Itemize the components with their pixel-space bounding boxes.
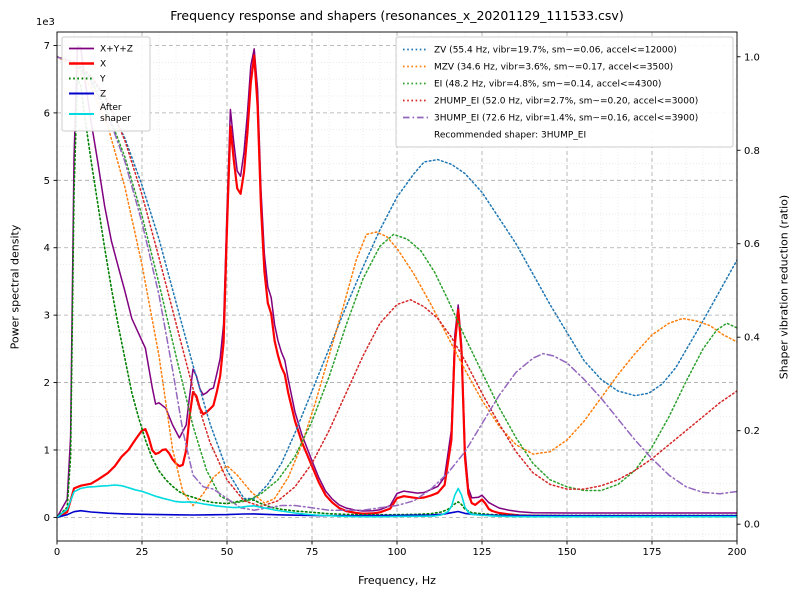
- series-ei: [57, 56, 737, 504]
- axis-tick-labels: 0 25 50 75 100 125 150 175 200 0 1 2 3 4 5 6 7 0.0 0.2 0.4 0…: [44, 41, 760, 558]
- y-left-tick-label: 6: [44, 108, 50, 119]
- series-mzv: [57, 56, 737, 507]
- legend-right: ZV (55.4 Hz, vibr=19.7%, sm~=0.06, accel…: [395, 36, 734, 148]
- legend-note: Recommended shaper: 3HUMP_EI: [434, 131, 586, 141]
- x-tick-label: 125: [472, 547, 491, 558]
- legend-label: X: [100, 60, 106, 70]
- x-tick-label: 25: [136, 547, 149, 558]
- x-tick-label: 100: [387, 547, 406, 558]
- y-left-tick-label: 2: [44, 378, 50, 389]
- y-left-tick-label: 5: [44, 176, 50, 187]
- y-right-tick-label: 0.4: [744, 333, 760, 344]
- series-y: [57, 78, 737, 519]
- x-tick-label: 0: [54, 547, 60, 558]
- x-axis-label: Frequency, Hz: [358, 574, 436, 587]
- series-group: [57, 45, 737, 519]
- y-axis-offset-label: 1e3: [36, 17, 55, 28]
- legend-label: 2HUMP_EI (52.0 Hz, vibr=2.7%, sm~=0.20, …: [434, 97, 698, 107]
- legend-label: Z: [100, 90, 106, 100]
- series-2hump_ei: [57, 56, 737, 508]
- chart-title: Frequency response and shapers (resonanc…: [170, 8, 624, 23]
- legend-label: 3HUMP_EI (72.6 Hz, vibr=1.4%, sm~=0.16, …: [434, 114, 698, 124]
- y-right-tick-label: 0.6: [744, 239, 760, 250]
- y-left-tick-label: 0: [44, 513, 50, 524]
- legend-label: X+Y+Z: [100, 45, 133, 55]
- y-left-tick-label: 1: [44, 445, 50, 456]
- x-tick-label: 200: [727, 547, 746, 558]
- y-left-tick-label: 4: [44, 243, 50, 254]
- x-tick-label: 50: [221, 547, 234, 558]
- x-tick-label: 175: [642, 547, 661, 558]
- y-right-tick-label: 0.8: [744, 146, 760, 157]
- legend-label: EI (48.2 Hz, vibr=4.8%, sm~=0.14, accel<…: [434, 80, 661, 90]
- y-right-tick-label: 0.0: [744, 520, 760, 531]
- y-right-tick-label: 0.2: [744, 426, 760, 437]
- series-3hump_ei: [57, 56, 737, 511]
- y-right-tick-label: 1.0: [744, 52, 760, 63]
- legend-label: MZV (34.6 Hz, vibr=3.6%, sm~=0.17, accel…: [434, 63, 673, 73]
- legend-label: Y: [99, 75, 106, 85]
- legend-label: shaper: [100, 114, 131, 124]
- x-tick-label: 150: [557, 547, 576, 558]
- legend-label: After: [100, 103, 122, 113]
- series-x: [57, 54, 737, 519]
- series-after_shaper: [57, 484, 737, 519]
- x-tick-label: 75: [306, 547, 319, 558]
- axis-ticks: [53, 45, 741, 545]
- series-zv: [57, 56, 737, 500]
- y-left-tick-label: 3: [44, 311, 50, 322]
- y-left-tick-label: 7: [44, 41, 50, 52]
- legend-label: ZV (55.4 Hz, vibr=19.7%, sm~=0.06, accel…: [434, 46, 677, 56]
